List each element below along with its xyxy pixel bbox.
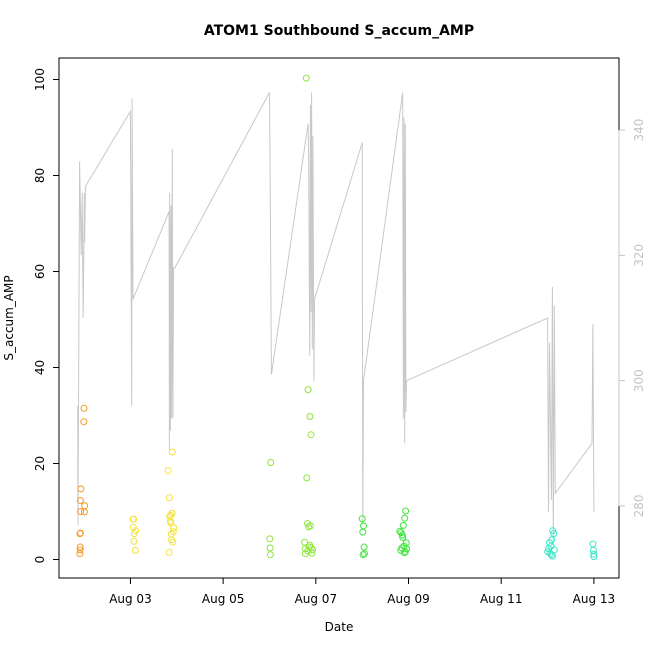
data-point [399,533,407,541]
y2-tick-label: 340 [632,119,646,142]
y2-axis: 280 300 320 340 [618,119,646,517]
y-tick-label: 60 [33,264,47,279]
data-point [164,467,172,475]
data-point [165,494,173,502]
x-tick-label: Aug 07 [295,592,338,606]
x-tick-label: Aug 05 [202,592,245,606]
data-point [359,551,367,559]
x-tick-label: Aug 13 [573,592,616,606]
data-point [168,509,176,517]
data-point [80,418,88,426]
data-point [76,546,84,554]
chart-title: ATOM1 Southbound S_accum_AMP [204,23,474,39]
data-point [360,543,368,551]
data-point [167,511,175,519]
data-point [306,522,314,530]
data-point [547,551,555,559]
y-tick-label: 40 [33,360,47,375]
data-point [77,508,85,515]
y-tick-label: 20 [33,456,47,471]
data-point [267,459,275,466]
data-point [80,404,88,412]
data-point [131,546,139,554]
data-point [590,550,598,558]
data-point [307,431,315,439]
y2-tick-label: 300 [632,369,646,392]
y-tick-label: 100 [33,68,47,91]
data-point [309,546,317,554]
data-point [76,543,84,551]
data-point [168,448,176,456]
y-axis-label: S_accum_AMP [2,275,16,360]
data-point [302,74,310,82]
data-point [548,536,556,544]
x-tick-label: Aug 03 [109,592,152,606]
secondary-series-layer [77,92,595,544]
data-point [402,507,410,515]
data-point [360,522,367,530]
data-point [399,521,407,529]
y-axis: 0 20 40 60 80 100 [33,68,60,564]
data-point [305,523,313,531]
data-point [170,524,178,532]
data-point [77,485,85,493]
data-point [303,474,311,482]
data-point [360,550,368,558]
secondary-series-line [77,92,595,544]
data-point [266,535,274,543]
y2-tick-label: 320 [632,244,646,267]
x-tick-label: Aug 09 [387,592,430,606]
data-point [403,545,411,553]
data-point [548,552,556,560]
data-point [165,548,173,556]
data-point [132,527,140,535]
y-tick-label: 80 [33,168,47,183]
data-point [358,515,366,523]
scatter-points-layer [76,74,598,561]
data-point [549,527,557,535]
x-axis-label: Date [325,620,354,634]
y-tick-label: 0 [33,556,47,564]
data-point [76,550,84,558]
data-point [130,537,138,545]
y2-tick-label: 280 [632,494,646,517]
data-point [169,528,177,536]
data-point [400,549,408,557]
x-tick-label: Aug 11 [480,592,523,606]
data-point [76,529,84,537]
data-point [302,550,309,558]
data-point [81,502,89,510]
data-point [397,529,405,537]
data-point [266,544,274,552]
data-point [550,530,558,538]
data-point [304,386,312,394]
data-point [266,551,274,559]
data-point [76,497,84,504]
x-axis: Aug 03 Aug 05 Aug 07 Aug 09 Aug 11 Aug 13 [109,577,616,606]
data-point [301,538,309,546]
data-point [306,413,314,420]
data-point [169,538,177,546]
data-point [401,514,409,522]
data-point [590,553,598,561]
data-point [130,515,138,523]
